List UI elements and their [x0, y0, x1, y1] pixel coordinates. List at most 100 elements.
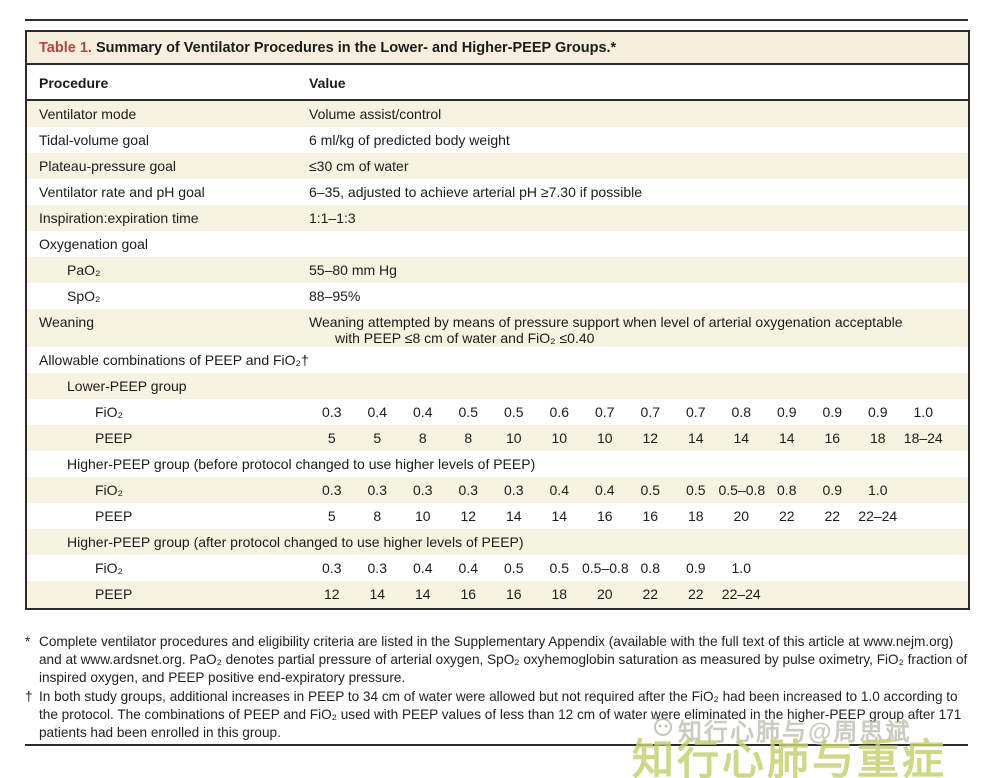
value-cell: 0.6 [549, 404, 569, 420]
value-cell: 0.4 [549, 482, 569, 498]
row-value-line2: with PEEP ≤8 cm of water and FiO₂ ≤0.40 [335, 330, 595, 346]
fio2-values: 0.3 0.4 0.4 0.5 0.5 0.6 0.7 0.7 0.7 0.8 0.9 0.9 0.9 1… [309, 404, 960, 420]
value-cell: 0.5 [549, 560, 569, 576]
footnote-dagger: † In both study groups, additional incre… [25, 688, 973, 742]
watermark-mascot-icon [648, 715, 674, 744]
value-cell: 16 [596, 508, 613, 524]
row-value: 88–95% [309, 288, 361, 304]
table-row: Plateau-pressure goal ≤30 cm of water [27, 153, 968, 179]
row-label: Plateau-pressure goal [39, 158, 176, 174]
value-cell: 18–24 [903, 430, 943, 446]
value-cell: 10 [505, 430, 522, 446]
value-cell: 5 [373, 430, 382, 446]
group-header-row: Higher-PEEP group (before protocol chang… [27, 451, 968, 477]
value-cell: 0.9 [822, 404, 842, 420]
footnote-marker: † [25, 689, 33, 705]
fio2-label: FiO₂ [95, 560, 123, 576]
value-cell: 0.9 [777, 404, 797, 420]
value-cell: 12 [642, 430, 659, 446]
row-label: Inspiration:expiration time [39, 210, 199, 226]
row-label: Ventilator mode [39, 106, 137, 122]
value-cell: 22 [642, 586, 659, 602]
value-cell: 5 [327, 430, 336, 446]
table-row: Tidal-volume goal 6 ml/kg of predicted b… [27, 127, 968, 153]
value-cell: 18 [687, 508, 704, 524]
value-cell: 0.8 [731, 404, 751, 420]
peep-values-row: PEEP 12 14 14 16 16 18 20 22 22 22–24 [27, 581, 968, 608]
row-section-label: Allowable combinations of PEEP and FiO₂† [39, 352, 309, 368]
fio2-values-row: FiO₂ 0.3 0.4 0.4 0.5 0.5 0.6 0.7 0.7 0.7 0.8 0.9 0.… [27, 399, 968, 425]
peep-values: 5 5 8 8 10 10 10 12 14 14 14 16 18 18–24 [309, 430, 960, 446]
value-cell: 0.9 [686, 560, 706, 576]
value-cell: 22 [687, 586, 704, 602]
value-cell: 16 [460, 586, 477, 602]
value-cell: 16 [505, 586, 522, 602]
value-cell: 22 [778, 508, 795, 524]
watermark-large: 知行心肺与重症 [632, 736, 948, 778]
table-row: Ventilator rate and pH goal 6–35, adjust… [27, 179, 968, 205]
footnote-marker: * [25, 634, 31, 649]
column-header-procedure: Procedure [39, 75, 109, 91]
value-cell: 14 [505, 508, 522, 524]
value-cell: 0.3 [322, 404, 342, 420]
value-cell: 14 [687, 430, 704, 446]
value-cell: 18 [551, 586, 568, 602]
value-cell: 0.5 [504, 404, 524, 420]
fio2-values: 0.3 0.3 0.3 0.3 0.3 0.4 0.4 0.5 0.5 0.5–0.8 0.8 0.9… [309, 482, 960, 498]
value-cell: 0.4 [458, 560, 478, 576]
row-label: Weaning [39, 314, 95, 330]
value-cell: 1.0 [868, 482, 888, 498]
peep-values-row: PEEP 5 8 10 12 14 14 16 16 18 20 22 22 22–24 [27, 503, 968, 529]
group-name: Higher-PEEP group (after protocol change… [67, 534, 524, 550]
value-cell: 16 [824, 430, 841, 446]
value-cell: 0.3 [322, 482, 342, 498]
row-value: 55–80 mm Hg [309, 262, 397, 278]
fio2-values-row: FiO₂ 0.3 0.3 0.3 0.3 0.3 0.4 0.4 0.5 0.5 0.5–0.8 0… [27, 477, 968, 503]
watermark-small: 知行心肺与@周思斌 [648, 712, 911, 747]
value-cell: 0.4 [413, 404, 433, 420]
value-cell: 8 [418, 430, 427, 446]
value-cell: 14 [733, 430, 750, 446]
value-cell: 20 [596, 586, 613, 602]
value-cell: 8 [464, 430, 473, 446]
watermark-small-text: 知行心肺与@周思斌 [678, 719, 912, 746]
table-row: PaO₂ 55–80 mm Hg [27, 257, 968, 283]
peep-label: PEEP [95, 430, 133, 446]
value-cell: 0.7 [686, 404, 706, 420]
value-cell: 16 [642, 508, 659, 524]
value-cell: 0.7 [595, 404, 615, 420]
row-label: Ventilator rate and pH goal [39, 184, 205, 200]
group-name: Lower-PEEP group [67, 378, 187, 394]
value-cell: 0.5–0.8 [718, 482, 766, 498]
ventilator-procedures-table: Table 1. Summary of Ventilator Procedure… [25, 30, 970, 610]
value-cell: 14 [414, 586, 431, 602]
value-cell: 0.5 [640, 482, 660, 498]
footnote-text: Complete ventilator procedures and eligi… [39, 634, 968, 686]
value-cell: 14 [369, 586, 386, 602]
value-cell: 22–24 [858, 508, 898, 524]
value-cell: 0.8 [640, 560, 660, 576]
value-cell: 1.0 [731, 560, 751, 576]
peep-label: PEEP [95, 508, 133, 524]
value-cell: 0.3 [413, 482, 433, 498]
bottom-rule [25, 744, 968, 746]
value-cell: 0.5–0.8 [582, 560, 629, 576]
table-title: Table 1. Summary of Ventilator Procedure… [27, 32, 968, 65]
top-rule [25, 19, 968, 21]
value-cell: 18 [869, 430, 886, 446]
value-cell: 0.3 [367, 560, 387, 576]
value-cell: 0.3 [504, 482, 524, 498]
peep-label: PEEP [95, 586, 133, 602]
value-cell: 12 [460, 508, 477, 524]
value-cell: 0.4 [367, 404, 387, 420]
row-label: SpO₂ [67, 288, 101, 304]
group-header-row: Higher-PEEP group (after protocol change… [27, 529, 968, 555]
value-cell: 0.3 [367, 482, 387, 498]
row-value: Volume assist/control [309, 106, 442, 122]
value-cell: 22 [824, 508, 841, 524]
row-value: 6 ml/kg of predicted body weight [309, 132, 510, 148]
row-label: Tidal-volume goal [39, 132, 149, 148]
value-cell: 22–24 [721, 586, 761, 602]
value-cell: 10 [414, 508, 431, 524]
